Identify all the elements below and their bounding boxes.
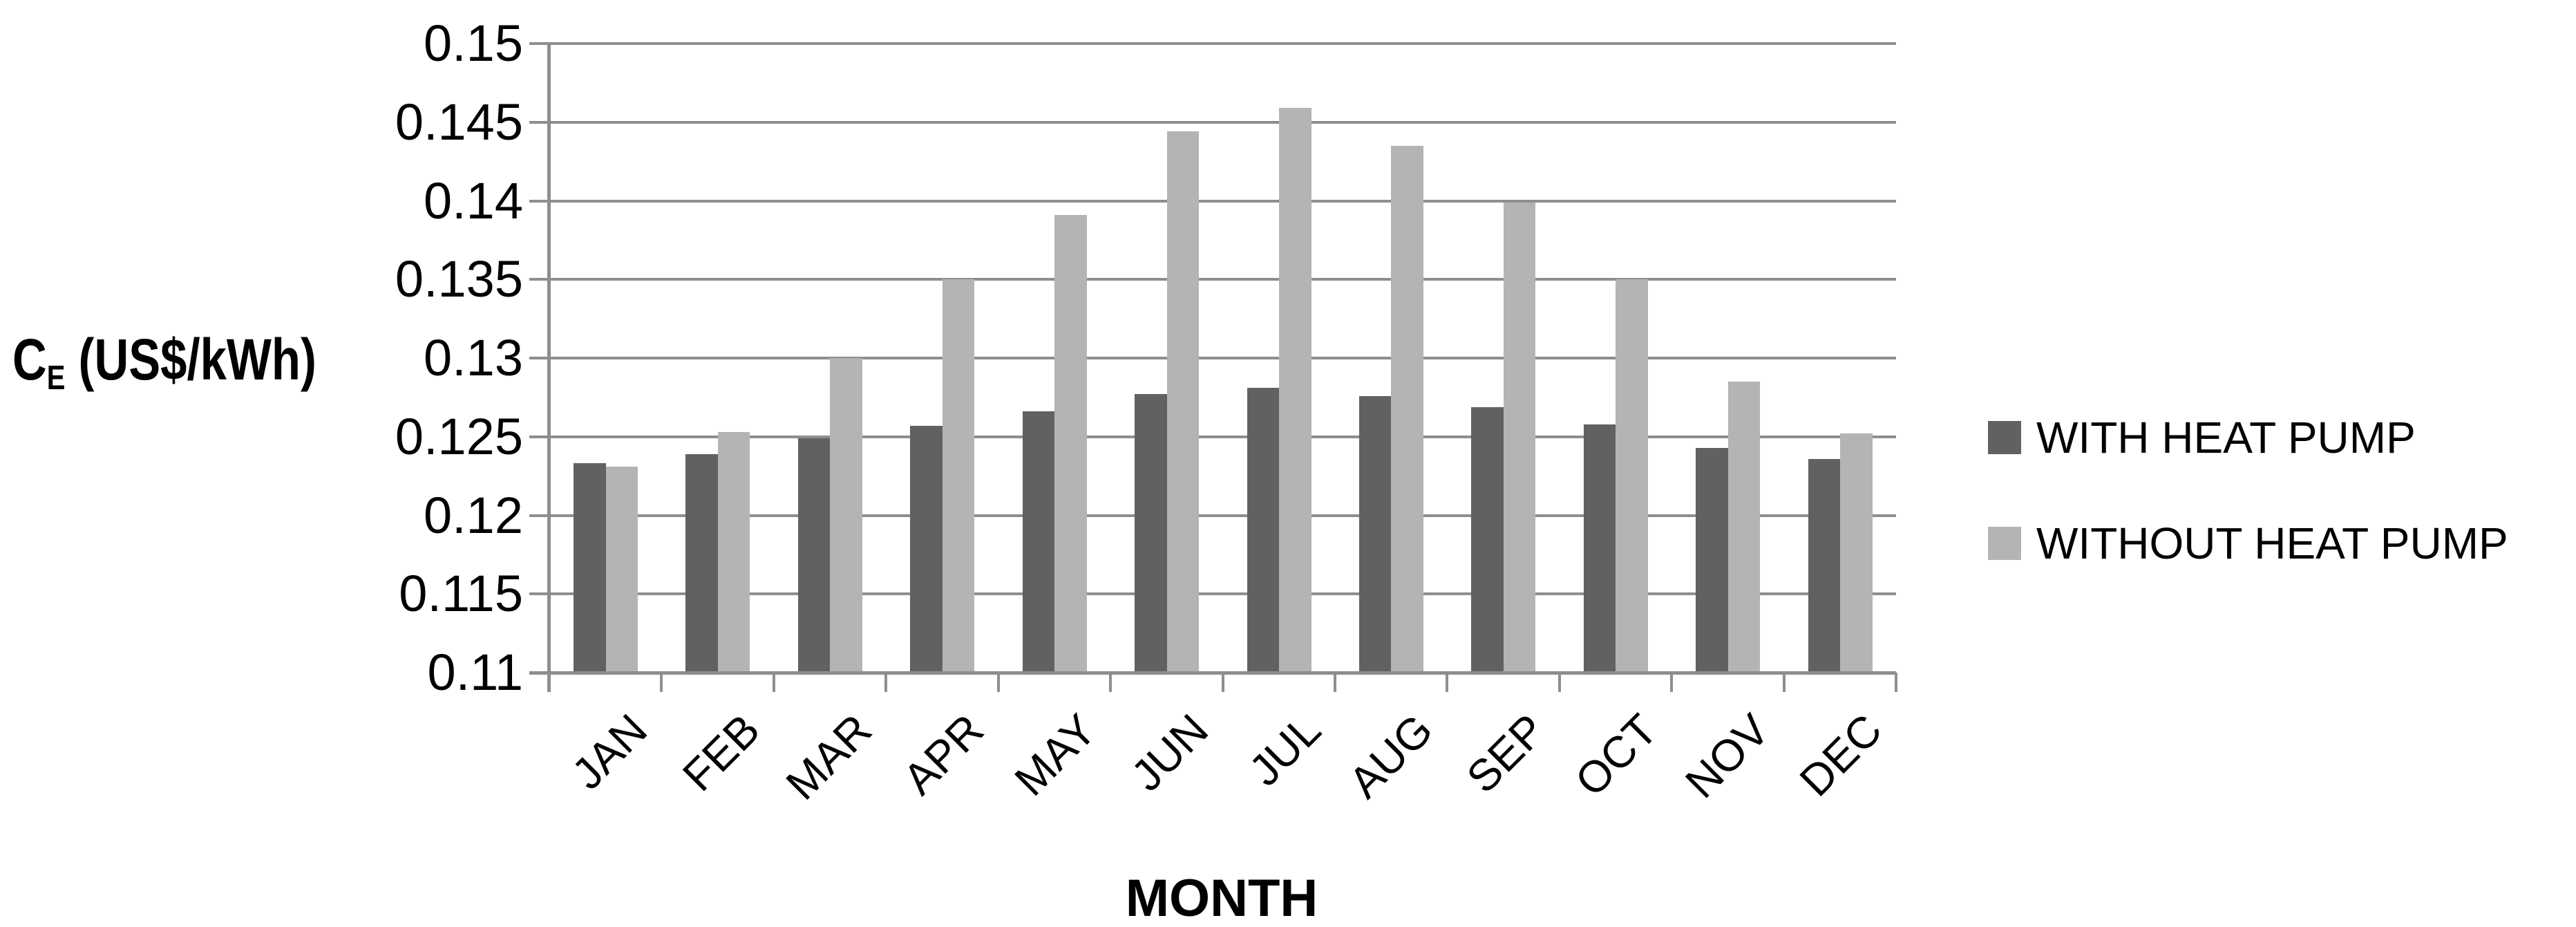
bar-without-heat-pump-apr [942,279,975,673]
y-axis-title-subscript: E [46,359,66,397]
gridline [549,514,1896,517]
y-axis-tick [529,357,549,359]
x-axis-tick-label: MAR [776,704,882,809]
y-axis-tick [529,199,549,203]
y-axis-tick [529,278,549,281]
bar-without-heat-pump-nov [1727,382,1761,673]
legend-swatch-without-heat-pump [1988,527,2021,560]
bar-with-heat-pump-jun [1135,394,1167,673]
x-axis-tick-label: AUG [1339,704,1443,808]
bar-without-heat-pump-may [1054,214,1087,673]
legend-label-with-heat-pump: WITH HEAT PUMP [2036,413,2416,462]
bar-with-heat-pump-apr [910,425,943,673]
bar-with-heat-pump-mar [797,438,831,673]
bar-without-heat-pump-dec [1840,433,1873,673]
x-axis-tick-label: JUN [1121,704,1218,801]
y-axis-tick-label: 0.125 [395,407,523,465]
gridline [549,435,1896,438]
y-axis-tick [529,592,549,596]
gridline [549,357,1896,359]
bar-with-heat-pump-nov [1696,447,1728,673]
x-axis-line [529,671,1896,675]
x-axis-tick [1895,673,1897,692]
bar-with-heat-pump-jul [1247,388,1279,673]
bar-with-heat-pump-oct [1583,424,1616,673]
x-axis-tick [1333,673,1336,692]
bar-without-heat-pump-sep [1503,202,1536,673]
x-axis-tick [1670,673,1674,692]
x-axis-tick [996,673,1000,692]
y-axis-tick-label: 0.14 [423,171,523,230]
x-axis-tick [772,673,775,692]
bar-without-heat-pump-aug [1391,145,1423,673]
x-axis-tick [1782,673,1786,692]
x-axis-tick [1446,673,1449,692]
gridline [549,42,1896,45]
y-axis-tick-label: 0.115 [399,565,523,623]
bar-without-heat-pump-oct [1616,279,1648,673]
y-axis-tick-label: 0.13 [423,329,523,386]
y-axis-title-symbol: C [12,327,47,392]
y-axis-tick [529,514,549,517]
x-axis-tick-label: JUL [1239,704,1330,796]
bar-with-heat-pump-sep [1471,406,1504,673]
bar-without-heat-pump-jan [605,466,638,673]
gridline [549,120,1896,124]
legend-label-without-heat-pump: WITHOUT HEAT PUMP [2036,518,2508,568]
x-axis-tick [660,673,663,692]
bar-with-heat-pump-may [1022,411,1055,673]
y-axis-tick [529,42,549,45]
bar-with-heat-pump-aug [1358,395,1392,673]
x-axis-tick [1221,673,1224,692]
x-axis-tick [1109,673,1112,692]
x-axis-tick-label: DEC [1790,704,1891,806]
x-axis-tick-label: MAY [1005,704,1106,805]
x-axis-tick-label: NOV [1676,704,1779,808]
gridline [549,592,1896,596]
bar-with-heat-pump-jan [574,463,606,673]
y-axis-tick-label: 0.11 [427,644,523,701]
gridline [549,199,1896,203]
x-axis-tick-label: FEB [672,704,769,801]
legend-swatch-with-heat-pump [1988,421,2021,454]
bar-without-heat-pump-feb [717,431,750,673]
y-axis-tick-label: 0.15 [423,15,523,72]
x-axis-tick-label: APR [893,704,994,805]
y-axis-title: CE (US$/kWh) [12,330,316,395]
x-axis-tick [884,673,888,692]
y-axis-tick-label: 0.12 [423,486,523,544]
gridline [549,278,1896,281]
bar-without-heat-pump-mar [830,358,862,673]
x-axis-tick-label: OCT [1565,704,1667,806]
y-axis-tick-label: 0.135 [395,250,523,308]
bar-without-heat-pump-jul [1279,108,1311,673]
x-axis-title: MONTH [1125,869,1318,927]
y-axis-tick [529,435,549,438]
bar-without-heat-pump-jun [1166,131,1200,673]
y-axis-tick [529,120,549,124]
y-axis-title-units: (US$/kWh) [65,327,316,392]
x-axis-tick [1557,673,1561,692]
y-axis-tick-label: 0.145 [395,93,523,151]
x-axis-tick-label: SEP [1457,704,1555,803]
bar-with-heat-pump-feb [685,453,718,673]
x-axis-tick-label: JAN [562,704,657,799]
bar-with-heat-pump-dec [1808,458,1841,673]
y-axis-line [547,44,551,692]
